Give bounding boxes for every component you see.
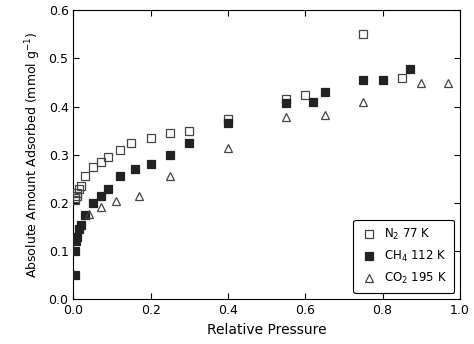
- CO$_2$ 195 K: [225, 146, 231, 150]
- N$_2$ 77 K: [167, 131, 173, 135]
- CH$_4$ 112 K: [167, 153, 173, 157]
- CO$_2$ 195 K: [86, 212, 92, 216]
- CH$_4$ 112 K: [132, 167, 138, 171]
- N$_2$ 77 K: [82, 174, 88, 179]
- Line: CO$_2$ 195 K: CO$_2$ 195 K: [85, 79, 452, 217]
- CH$_4$ 112 K: [82, 213, 88, 217]
- CO$_2$ 195 K: [113, 198, 119, 203]
- CO$_2$ 195 K: [418, 80, 424, 85]
- CH$_4$ 112 K: [186, 141, 192, 145]
- N$_2$ 77 K: [78, 184, 84, 188]
- CO$_2$ 195 K: [98, 205, 103, 209]
- CH$_4$ 112 K: [310, 100, 316, 104]
- CH$_4$ 112 K: [283, 101, 289, 105]
- N$_2$ 77 K: [72, 197, 77, 202]
- CH$_4$ 112 K: [407, 67, 412, 71]
- N$_2$ 77 K: [117, 148, 123, 152]
- CH$_4$ 112 K: [73, 239, 79, 244]
- N$_2$ 77 K: [98, 160, 103, 164]
- N$_2$ 77 K: [186, 129, 192, 133]
- N$_2$ 77 K: [148, 136, 154, 140]
- CH$_4$ 112 K: [360, 78, 366, 82]
- X-axis label: Relative Pressure: Relative Pressure: [207, 323, 327, 337]
- Legend: N$_2$ 77 K, CH$_4$ 112 K, CO$_2$ 195 K: N$_2$ 77 K, CH$_4$ 112 K, CO$_2$ 195 K: [353, 220, 454, 293]
- CH$_4$ 112 K: [76, 227, 82, 232]
- CO$_2$ 195 K: [360, 100, 366, 104]
- N$_2$ 77 K: [90, 165, 96, 169]
- CH$_4$ 112 K: [322, 90, 328, 94]
- Y-axis label: Absolute Amount Adsorbed (mmol g$^{-1}$): Absolute Amount Adsorbed (mmol g$^{-1}$): [23, 32, 43, 278]
- N$_2$ 77 K: [74, 194, 80, 198]
- CH$_4$ 112 K: [98, 194, 103, 198]
- CH$_4$ 112 K: [78, 223, 84, 227]
- CO$_2$ 195 K: [446, 80, 451, 85]
- CH$_4$ 112 K: [73, 249, 78, 253]
- CO$_2$ 195 K: [283, 115, 289, 119]
- N$_2$ 77 K: [360, 32, 366, 36]
- CH$_4$ 112 K: [90, 201, 96, 205]
- N$_2$ 77 K: [283, 97, 289, 101]
- CH$_4$ 112 K: [72, 273, 77, 277]
- N$_2$ 77 K: [302, 93, 308, 97]
- N$_2$ 77 K: [76, 186, 82, 191]
- CO$_2$ 195 K: [322, 113, 328, 117]
- N$_2$ 77 K: [225, 117, 231, 121]
- CO$_2$ 195 K: [137, 194, 142, 198]
- N$_2$ 77 K: [399, 76, 405, 80]
- Line: CH$_4$ 112 K: CH$_4$ 112 K: [71, 65, 413, 279]
- N$_2$ 77 K: [105, 155, 111, 159]
- CH$_4$ 112 K: [117, 174, 123, 179]
- CH$_4$ 112 K: [225, 121, 231, 126]
- CH$_4$ 112 K: [380, 78, 385, 82]
- N$_2$ 77 K: [73, 196, 78, 200]
- N$_2$ 77 K: [128, 141, 134, 145]
- N$_2$ 77 K: [74, 191, 80, 195]
- CO$_2$ 195 K: [167, 174, 173, 179]
- CH$_4$ 112 K: [105, 186, 111, 191]
- CH$_4$ 112 K: [74, 235, 80, 239]
- CH$_4$ 112 K: [148, 162, 154, 166]
- Line: N$_2$ 77 K: N$_2$ 77 K: [71, 31, 406, 203]
